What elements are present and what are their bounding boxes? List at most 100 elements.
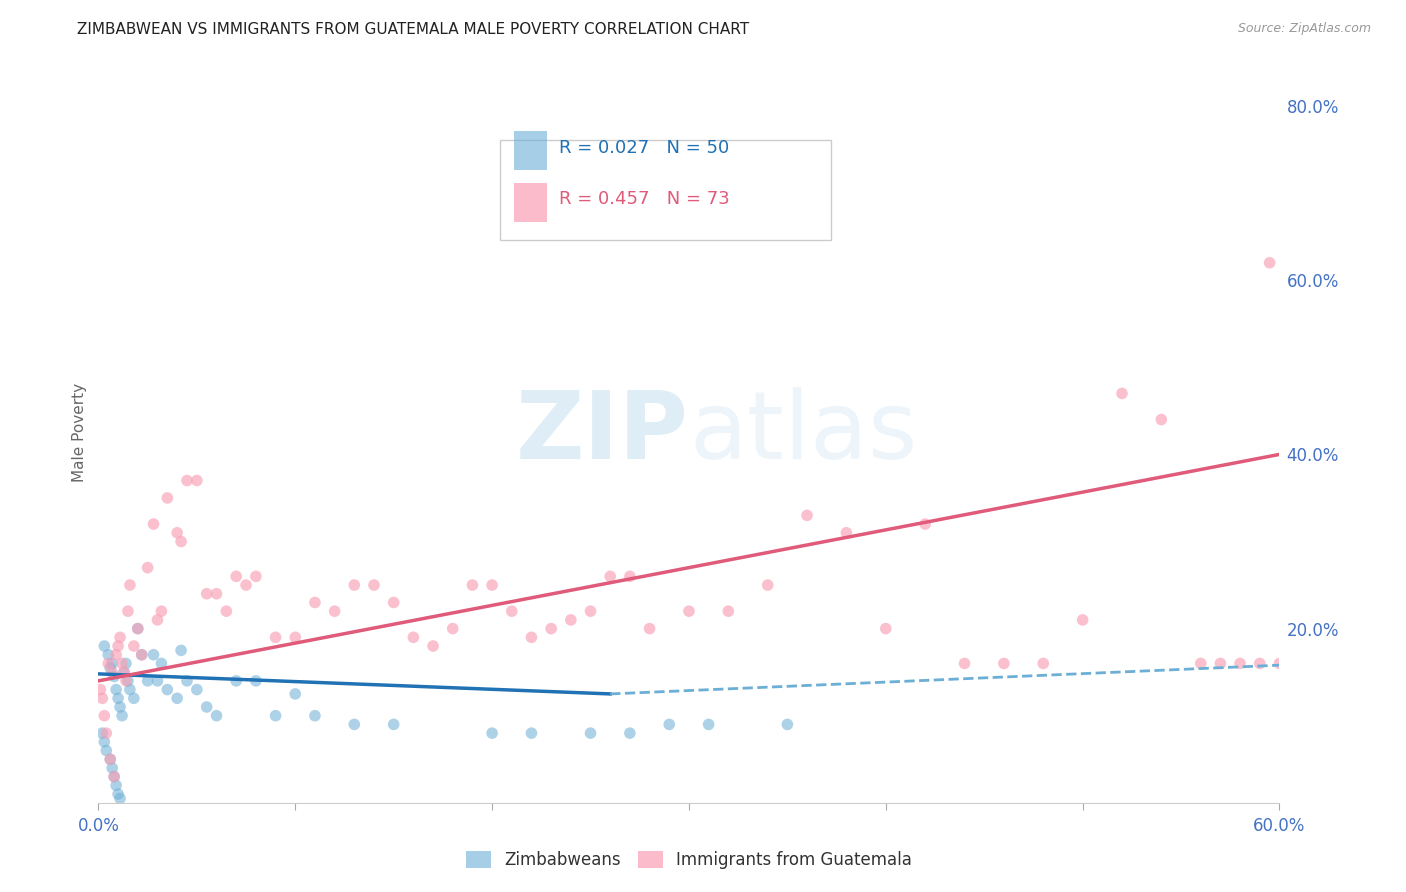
- Point: [170, 643, 193, 657]
- Point: [127, 622, 149, 636]
- Point: [284, 630, 307, 644]
- Point: [97, 648, 120, 662]
- Point: [150, 657, 173, 671]
- Point: [89, 682, 111, 697]
- Point: [343, 578, 366, 592]
- Point: [170, 534, 193, 549]
- Point: [1111, 386, 1133, 401]
- Point: [835, 525, 858, 540]
- Legend: Zimbabweans, Immigrants from Guatemala: Zimbabweans, Immigrants from Guatemala: [460, 845, 918, 876]
- Point: [101, 657, 124, 671]
- Point: [93, 708, 115, 723]
- Point: [304, 595, 326, 609]
- Y-axis label: Male Poverty: Male Poverty: [72, 383, 87, 483]
- Point: [1229, 657, 1251, 671]
- Point: [176, 474, 198, 488]
- Point: [215, 604, 238, 618]
- Point: [96, 726, 118, 740]
- Point: [107, 691, 129, 706]
- Point: [599, 569, 621, 583]
- Point: [796, 508, 818, 523]
- Text: Source: ZipAtlas.com: Source: ZipAtlas.com: [1237, 22, 1371, 36]
- Point: [91, 691, 114, 706]
- Point: [481, 726, 503, 740]
- Point: [560, 613, 582, 627]
- Point: [156, 682, 179, 697]
- Point: [118, 578, 141, 592]
- Point: [993, 657, 1015, 671]
- Point: [98, 752, 121, 766]
- Point: [166, 691, 188, 706]
- Point: [402, 630, 425, 644]
- Point: [186, 474, 208, 488]
- Point: [520, 630, 543, 644]
- Point: [115, 657, 138, 671]
- Text: ZIP: ZIP: [516, 386, 689, 479]
- FancyBboxPatch shape: [515, 183, 547, 221]
- Point: [1209, 657, 1232, 671]
- Point: [619, 569, 641, 583]
- Point: [115, 673, 138, 688]
- Point: [105, 682, 128, 697]
- Point: [97, 657, 120, 671]
- Point: [176, 673, 198, 688]
- Point: [166, 525, 188, 540]
- Text: ZIMBABWEAN VS IMMIGRANTS FROM GUATEMALA MALE POVERTY CORRELATION CHART: ZIMBABWEAN VS IMMIGRANTS FROM GUATEMALA …: [77, 22, 749, 37]
- Point: [1268, 657, 1291, 671]
- Point: [717, 604, 740, 618]
- Point: [1189, 657, 1212, 671]
- Point: [235, 578, 257, 592]
- Point: [382, 717, 405, 731]
- Point: [127, 622, 149, 636]
- Point: [107, 639, 129, 653]
- Point: [264, 630, 287, 644]
- Point: [264, 708, 287, 723]
- Point: [136, 673, 159, 688]
- Point: [91, 726, 114, 740]
- Point: [93, 735, 115, 749]
- Point: [101, 761, 124, 775]
- Point: [501, 604, 523, 618]
- Point: [112, 665, 135, 680]
- Point: [186, 682, 208, 697]
- Point: [540, 622, 562, 636]
- Point: [441, 622, 464, 636]
- Point: [108, 700, 131, 714]
- Point: [146, 673, 169, 688]
- Point: [363, 578, 385, 592]
- Point: [108, 791, 131, 805]
- Point: [111, 657, 134, 671]
- Point: [461, 578, 484, 592]
- Point: [108, 630, 131, 644]
- Point: [422, 639, 444, 653]
- FancyBboxPatch shape: [501, 140, 831, 240]
- Point: [658, 717, 681, 731]
- Point: [150, 604, 173, 618]
- Point: [343, 717, 366, 731]
- Point: [122, 691, 145, 706]
- Point: [93, 639, 115, 653]
- Point: [105, 778, 128, 792]
- Point: [697, 717, 720, 731]
- Point: [225, 673, 247, 688]
- Point: [1150, 412, 1173, 426]
- Point: [103, 669, 125, 683]
- Text: R = 0.457   N = 73: R = 0.457 N = 73: [560, 190, 730, 209]
- Point: [520, 726, 543, 740]
- Point: [638, 622, 661, 636]
- Point: [756, 578, 779, 592]
- FancyBboxPatch shape: [515, 131, 547, 169]
- Point: [105, 648, 128, 662]
- Point: [953, 657, 976, 671]
- Point: [579, 604, 602, 618]
- Point: [131, 648, 153, 662]
- Point: [111, 708, 134, 723]
- Point: [136, 560, 159, 574]
- Point: [98, 661, 121, 675]
- Point: [382, 595, 405, 609]
- Point: [195, 700, 218, 714]
- Text: R = 0.027   N = 50: R = 0.027 N = 50: [560, 138, 730, 157]
- Point: [678, 604, 700, 618]
- Point: [107, 787, 129, 801]
- Text: atlas: atlas: [689, 386, 917, 479]
